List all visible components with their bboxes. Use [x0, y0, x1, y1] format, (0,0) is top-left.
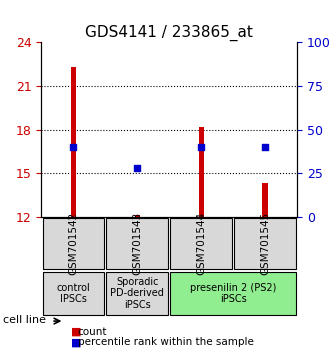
Text: ■: ■ — [71, 326, 82, 337]
Text: cell line: cell line — [3, 315, 46, 325]
Bar — [135, 216, 140, 217]
Text: GSM701543: GSM701543 — [132, 212, 142, 275]
Text: control
IPSCs: control IPSCs — [56, 283, 90, 304]
Text: percentile rank within the sample: percentile rank within the sample — [78, 337, 253, 347]
Title: GDS4141 / 233865_at: GDS4141 / 233865_at — [85, 25, 253, 41]
Text: presenilin 2 (PS2)
iPSCs: presenilin 2 (PS2) iPSCs — [190, 283, 276, 304]
FancyBboxPatch shape — [107, 272, 168, 315]
FancyBboxPatch shape — [234, 218, 296, 269]
Text: GSM701545: GSM701545 — [260, 212, 270, 275]
Text: Sporadic
PD-derived
iPSCs: Sporadic PD-derived iPSCs — [110, 277, 164, 310]
Point — [198, 144, 204, 150]
Point — [262, 144, 268, 150]
Text: ■: ■ — [71, 337, 82, 347]
FancyBboxPatch shape — [170, 218, 232, 269]
Bar — [262, 183, 268, 217]
FancyBboxPatch shape — [107, 218, 168, 269]
FancyBboxPatch shape — [43, 272, 104, 315]
Text: GSM701544: GSM701544 — [196, 212, 206, 275]
Text: count: count — [78, 326, 107, 337]
Bar — [71, 67, 76, 217]
Bar — [199, 127, 204, 217]
Point — [71, 144, 76, 150]
Text: GSM701542: GSM701542 — [68, 212, 78, 275]
FancyBboxPatch shape — [170, 272, 296, 315]
FancyBboxPatch shape — [43, 218, 104, 269]
Point — [135, 165, 140, 170]
